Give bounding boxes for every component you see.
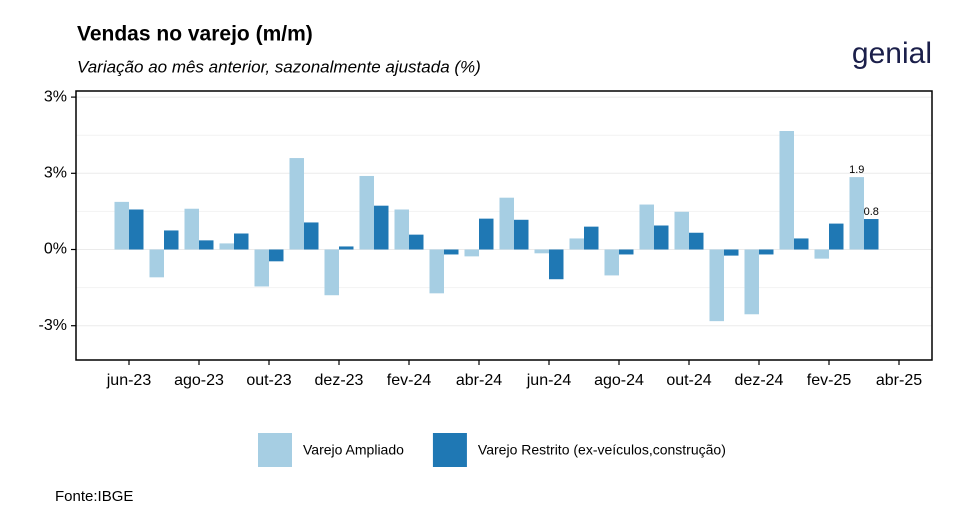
- bar: [324, 249, 339, 296]
- bar: [234, 233, 249, 250]
- data-label: 1.9: [849, 164, 864, 176]
- y-tick-label: -3%: [39, 317, 67, 334]
- bar: [359, 175, 374, 250]
- bar: [464, 249, 479, 257]
- bar: [444, 249, 459, 255]
- x-tick-label: ago-24: [594, 372, 644, 389]
- bar: [339, 246, 354, 250]
- bar: [779, 131, 794, 250]
- logo: genial: [852, 37, 932, 70]
- x-tick-label: dez-24: [735, 372, 784, 389]
- bar: [759, 249, 774, 255]
- bar: [569, 238, 584, 250]
- bar: [219, 243, 234, 250]
- y-tick-label: 3%: [44, 165, 67, 182]
- legend-label: Varejo Ampliado: [303, 442, 404, 458]
- x-tick-label: abr-24: [456, 372, 502, 389]
- bar: [304, 222, 319, 250]
- bar: [164, 230, 179, 250]
- bar: [724, 249, 739, 256]
- bar: [394, 209, 409, 250]
- x-tick-label: fev-24: [387, 372, 432, 389]
- x-tick-label: out-23: [246, 372, 291, 389]
- bar: [604, 249, 619, 276]
- bar: [814, 249, 829, 259]
- bar: [584, 226, 599, 250]
- legend-swatch: [258, 433, 292, 467]
- bar: [499, 197, 514, 250]
- x-tick-label: ago-23: [174, 372, 224, 389]
- bar: [149, 249, 164, 278]
- data-label: 0.8: [864, 206, 879, 218]
- bar: [639, 204, 654, 250]
- x-tick-label: abr-25: [876, 372, 922, 389]
- bar: [534, 249, 549, 254]
- source: Fonte:IBGE: [55, 488, 133, 505]
- bar: [199, 240, 214, 250]
- bar: [514, 219, 529, 250]
- bar: [479, 218, 494, 250]
- x-tick-label: dez-23: [315, 372, 364, 389]
- plot-frame: [75, 90, 933, 361]
- y-tick-label: 0%: [44, 241, 67, 258]
- x-tick-label: jun-24: [526, 372, 572, 389]
- legend-label: Varejo Restrito (ex-veículos,construção): [478, 442, 726, 458]
- bar: [114, 201, 129, 250]
- bar: [374, 205, 389, 250]
- bar: [849, 177, 864, 250]
- bar: [184, 208, 199, 250]
- bar: [744, 249, 759, 315]
- bar: [289, 158, 304, 250]
- bar: [689, 232, 704, 250]
- bar: [864, 219, 879, 250]
- bar: [674, 211, 689, 250]
- chart-subtitle: Variação ao mês anterior, sazonalmente a…: [77, 57, 481, 76]
- bar: [254, 249, 269, 287]
- legend-swatch: [432, 433, 467, 467]
- bar: [829, 223, 844, 250]
- bar: [709, 249, 724, 322]
- x-tick-label: jun-23: [106, 372, 152, 389]
- bar: [549, 249, 564, 280]
- y-tick-label: 3%: [44, 88, 67, 105]
- bar: [794, 238, 809, 250]
- bar: [619, 249, 634, 255]
- bar: [129, 209, 144, 250]
- bar: [409, 234, 424, 250]
- bar: [654, 225, 669, 250]
- x-tick-label: out-24: [666, 372, 711, 389]
- x-tick-label: fev-25: [807, 372, 852, 389]
- bar: [269, 249, 284, 262]
- bar: [429, 249, 444, 294]
- chart-title: Vendas no varejo (m/m): [77, 23, 313, 46]
